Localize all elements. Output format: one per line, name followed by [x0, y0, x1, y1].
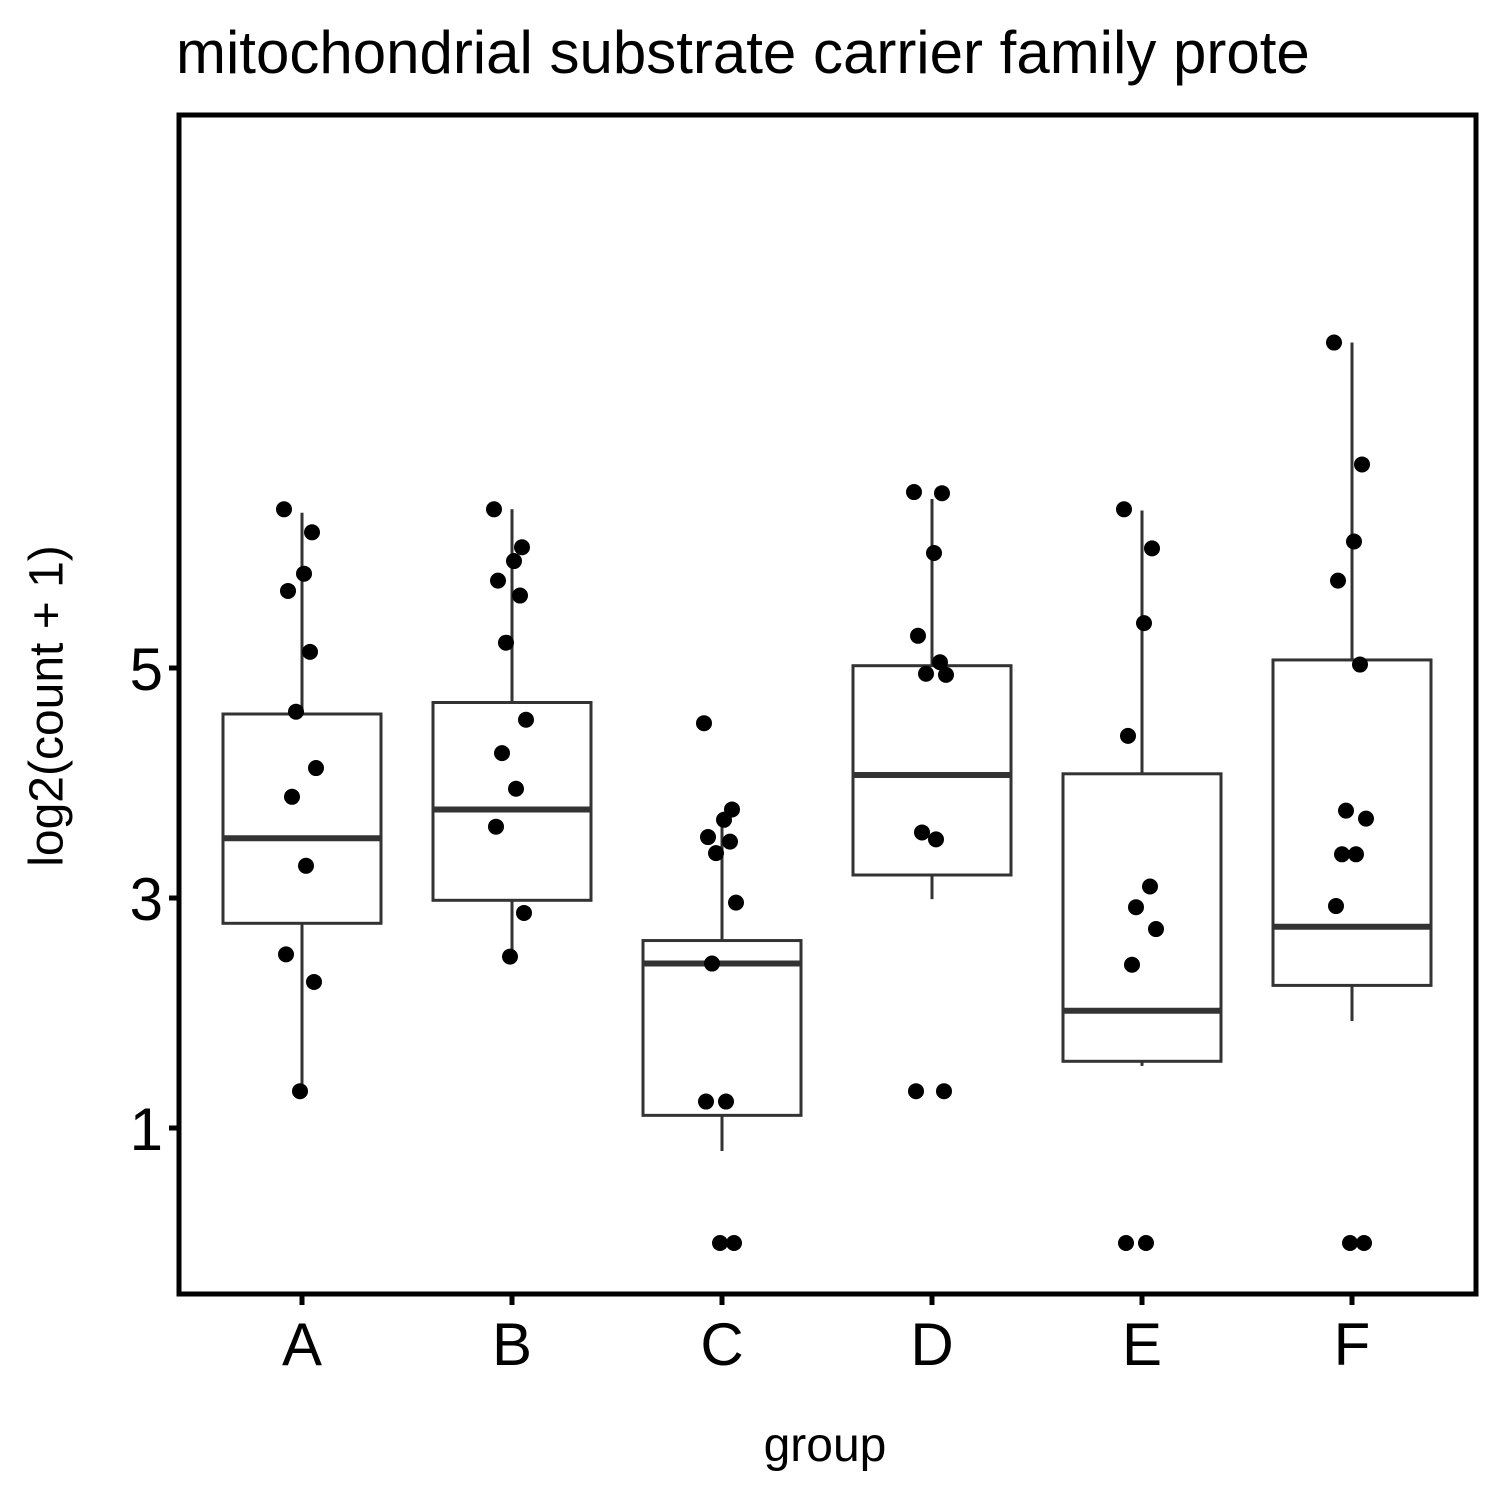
x-tick-label: B [492, 1311, 532, 1378]
data-point-B [506, 553, 522, 570]
data-point-C [726, 1235, 742, 1251]
box-C [641, 812, 803, 1151]
x-axis: A B C D E F [282, 1294, 1370, 1378]
data-point-D [918, 665, 934, 682]
data-point-F [1352, 656, 1368, 673]
data-point-C [718, 1093, 734, 1110]
data-point-F [1356, 1235, 1372, 1251]
data-point-F [1328, 898, 1344, 915]
data-point-E [1138, 1235, 1154, 1251]
y-tick-label: 1 [130, 1096, 163, 1163]
data-point-D [914, 824, 930, 841]
x-tick-label: D [910, 1311, 953, 1378]
data-point-D [934, 485, 950, 502]
data-point-F [1326, 334, 1342, 351]
data-point-B [494, 745, 510, 762]
data-point-A [296, 565, 312, 582]
data-point-B [518, 711, 534, 728]
x-axis-title: group [763, 1419, 887, 1472]
data-point-E [1118, 1235, 1134, 1251]
y-tick-label: 3 [130, 866, 163, 933]
x-tick-label: A [282, 1311, 322, 1378]
data-point-C [700, 829, 716, 846]
y-tick-label: 5 [130, 636, 163, 703]
box-body-F [1271, 658, 1433, 987]
data-point-D [932, 654, 948, 671]
data-point-F [1334, 846, 1350, 863]
data-point-F [1346, 533, 1362, 550]
data-point-E [1120, 727, 1136, 744]
data-point-C [712, 1235, 728, 1251]
data-point-A [306, 973, 322, 990]
data-point-A [302, 643, 318, 660]
box-B [431, 509, 593, 957]
data-point-A [276, 501, 292, 518]
data-point-B [498, 634, 514, 651]
data-point-C [716, 811, 732, 828]
box-body-B [431, 701, 593, 902]
data-point-A [298, 857, 314, 874]
data-point-D [936, 1083, 952, 1100]
data-point-B [516, 904, 532, 921]
data-point-B [488, 818, 504, 835]
box-E [1061, 510, 1223, 1066]
data-point-F [1330, 572, 1346, 589]
x-tick-label: C [700, 1311, 743, 1378]
data-point-C [728, 894, 744, 911]
data-point-E [1124, 956, 1140, 973]
data-point-E [1148, 921, 1164, 938]
data-point-B [514, 539, 530, 556]
data-point-A [278, 946, 294, 963]
data-point-C [704, 955, 720, 972]
box-body-E [1061, 772, 1223, 1063]
x-tick-label: E [1122, 1311, 1162, 1378]
data-point-C [722, 833, 738, 850]
data-point-E [1128, 899, 1144, 916]
data-point-A [292, 1083, 308, 1100]
data-point-E [1142, 878, 1158, 895]
box-F [1271, 342, 1433, 1022]
y-axis-title: log2(count + 1) [20, 545, 74, 867]
data-point-D [938, 666, 954, 683]
data-point-A [308, 760, 324, 777]
data-point-F [1348, 846, 1364, 863]
data-point-D [928, 831, 944, 848]
data-point-D [926, 545, 942, 561]
data-point-D [910, 627, 926, 644]
plot-content [221, 334, 1433, 1251]
data-point-B [512, 587, 528, 604]
data-point-E [1144, 540, 1160, 557]
data-point-E [1116, 501, 1132, 518]
data-point-F [1358, 810, 1374, 827]
data-point-F [1354, 456, 1370, 473]
data-point-B [502, 948, 518, 965]
box-body-A [221, 712, 383, 925]
box-D [851, 498, 1013, 900]
chart-title: mitochondrial substrate carrier family p… [176, 19, 1310, 86]
data-point-E [1136, 615, 1152, 632]
data-point-A [304, 524, 320, 541]
plot-panel-border [176, 112, 1479, 1297]
data-point-F [1338, 802, 1354, 819]
box-body-C [641, 939, 803, 1117]
x-tick-label: F [1334, 1311, 1371, 1378]
data-point-B [490, 572, 506, 589]
data-point-F [1342, 1235, 1358, 1251]
data-point-C [708, 845, 724, 862]
data-point-C [696, 715, 712, 732]
data-point-A [288, 703, 304, 720]
data-point-B [486, 501, 502, 518]
y-axis: 1 3 5 [130, 636, 179, 1163]
data-point-D [908, 1083, 924, 1100]
data-point-A [280, 582, 296, 599]
data-point-D [906, 484, 922, 501]
data-point-A [284, 788, 300, 805]
box-A [221, 512, 383, 1092]
data-point-C [698, 1093, 714, 1110]
data-point-B [508, 780, 524, 797]
